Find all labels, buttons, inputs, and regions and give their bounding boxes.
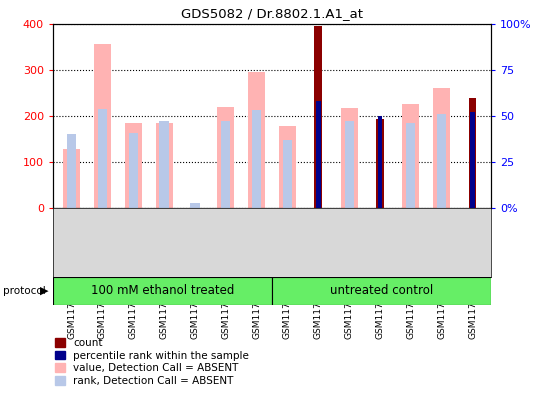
Bar (279, 126, 296, 208)
Bar (221, 121, 230, 208)
Bar (190, 203, 200, 208)
Bar (406, 123, 416, 208)
Text: 100 mM ethanol treated: 100 mM ethanol treated (91, 284, 234, 298)
Bar (315, 26, 322, 208)
Bar (248, 72, 265, 208)
Legend: count, percentile rank within the sample, value, Detection Call = ABSENT, rank, : count, percentile rank within the sample… (55, 338, 249, 386)
Bar (316, 101, 321, 208)
Bar (283, 140, 292, 208)
Bar (469, 98, 477, 208)
Bar (341, 108, 358, 208)
Bar (470, 112, 475, 208)
Bar (94, 44, 111, 208)
Bar (402, 105, 419, 208)
Bar (437, 114, 446, 208)
Bar (433, 88, 450, 208)
Bar (128, 132, 138, 208)
Text: protocol: protocol (3, 286, 46, 296)
Bar (252, 110, 261, 208)
Bar (160, 121, 169, 208)
Bar (63, 149, 80, 208)
Bar (376, 119, 384, 208)
Bar (98, 108, 107, 208)
Bar (125, 123, 142, 208)
Bar (217, 107, 234, 208)
Bar (378, 116, 382, 208)
FancyBboxPatch shape (272, 277, 491, 305)
Bar (344, 121, 354, 208)
Text: untreated control: untreated control (330, 284, 433, 298)
Title: GDS5082 / Dr.8802.1.A1_at: GDS5082 / Dr.8802.1.A1_at (181, 7, 363, 20)
FancyBboxPatch shape (53, 277, 272, 305)
Text: ▶: ▶ (40, 286, 49, 296)
Bar (67, 134, 76, 208)
Bar (156, 123, 172, 208)
